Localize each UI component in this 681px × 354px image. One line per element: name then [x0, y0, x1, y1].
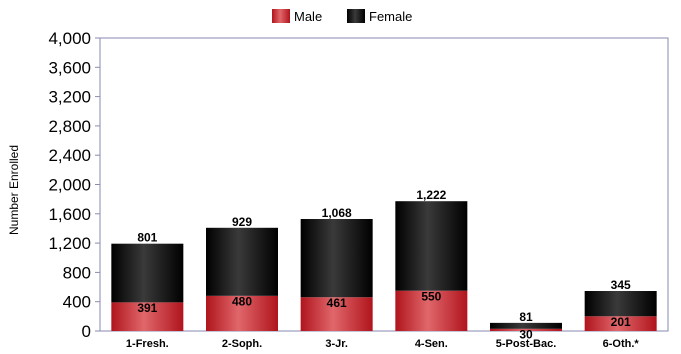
bar-male-4 [490, 328, 562, 331]
x-tick-label: 6-Oth.* [603, 338, 640, 350]
bar-female-1 [206, 227, 278, 296]
y-tick-label: 1,600 [48, 205, 91, 224]
y-tick-label: 400 [63, 293, 91, 312]
bar-male-5 [584, 316, 657, 331]
legend-label-female: Female [369, 9, 412, 24]
x-tick-label: 3-Jr. [325, 338, 348, 350]
y-tick-label: 2,800 [48, 117, 91, 136]
y-tick-label: 3,600 [48, 58, 91, 77]
bar-female-2 [300, 219, 373, 298]
x-axis: 1-Fresh. 2-Soph. 3-Jr. 4-Sen. 5-Post-Bac. 6-O… [126, 338, 639, 350]
bars [111, 201, 657, 331]
y-tick-label: 2,400 [48, 146, 91, 165]
data-label-female-1: 929 [232, 215, 252, 229]
data-labels: 391 801 480 929 461 1,068 550 1,222 30 81 201 345 [137, 188, 631, 341]
data-label-male-4: 30 [519, 328, 533, 342]
legend: Male Female [272, 9, 412, 24]
data-label-male-0: 391 [137, 301, 157, 315]
data-label-female-5: 345 [611, 278, 631, 292]
data-label-male-1: 480 [232, 295, 252, 309]
x-tick-label: 5-Post-Bac. [496, 338, 557, 350]
y-axis: 0 400 800 1,200 1,600 2,000 2,400 2,800 3,200 3,6… [48, 29, 669, 341]
y-tick-label: 800 [63, 263, 91, 282]
plot-frame [99, 37, 669, 332]
bar-male-0 [111, 302, 184, 331]
data-label-female-0: 801 [137, 231, 157, 245]
y-tick-label: 3,200 [48, 88, 91, 107]
bar-female-4 [490, 322, 562, 329]
data-label-male-3: 550 [421, 290, 441, 304]
bar-female-0 [111, 243, 184, 303]
data-label-female-2: 1,068 [322, 206, 352, 220]
x-tick-label: 1-Fresh. [126, 338, 169, 350]
y-axis-label: Number Enrolled [7, 145, 21, 235]
legend-label-male: Male [294, 9, 322, 24]
x-tick-label: 2-Soph. [222, 338, 262, 350]
data-label-female-4: 81 [519, 310, 533, 324]
bar-female-3 [395, 201, 468, 291]
bar-male-3 [395, 290, 468, 331]
y-tick-label: 0 [82, 322, 91, 341]
y-tick-label: 2,000 [48, 176, 91, 195]
legend-swatch-male [272, 9, 290, 23]
y-tick-label: 1,200 [48, 234, 91, 253]
legend-swatch-female [347, 9, 365, 23]
bar-female-5 [584, 291, 657, 317]
data-label-male-2: 461 [327, 296, 347, 310]
bar-male-1 [206, 295, 278, 331]
data-label-female-3: 1,222 [416, 188, 446, 202]
x-tick-label: 4-Sen. [415, 338, 448, 350]
bar-male-2 [300, 297, 373, 331]
y-tick-label: 4,000 [48, 29, 91, 48]
data-label-male-5: 201 [611, 315, 631, 329]
